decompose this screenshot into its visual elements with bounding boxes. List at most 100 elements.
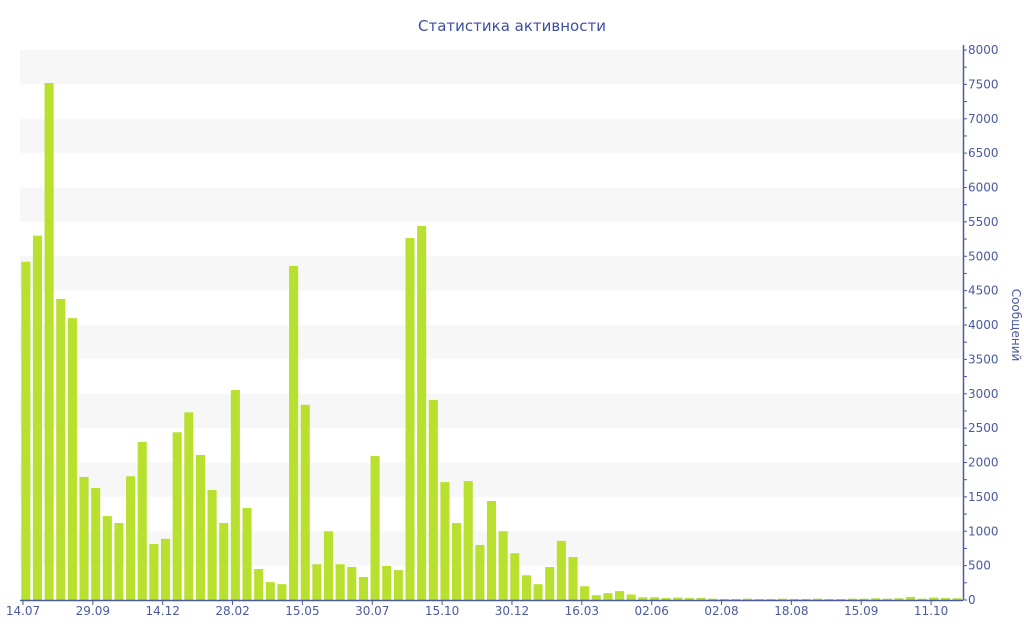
bar: [696, 597, 706, 600]
y-axis-label: Сообщений: [1009, 289, 1023, 362]
bar: [568, 557, 578, 600]
y-tick-label: 5500: [968, 215, 999, 229]
bar: [580, 586, 590, 600]
bar: [44, 83, 54, 600]
bar: [393, 570, 403, 600]
bar: [545, 567, 555, 600]
bar: [347, 567, 357, 600]
bar: [277, 584, 287, 600]
x-tick-label: 14.07: [6, 604, 40, 618]
bar: [789, 598, 799, 600]
bar: [812, 598, 823, 601]
x-tick-label: 14.12: [146, 604, 180, 618]
bar: [475, 545, 485, 600]
x-tick-label: 28.02: [215, 604, 249, 618]
bar: [917, 598, 927, 601]
bar: [941, 597, 951, 600]
bar: [149, 543, 159, 600]
bar: [207, 490, 217, 600]
bar: [649, 597, 660, 600]
x-tick-label: 16.03: [565, 604, 599, 618]
y-tick-label: 2000: [968, 456, 999, 470]
x-tick-label: 02.08: [704, 604, 738, 618]
bar: [894, 598, 904, 600]
x-tick-label: 29.09: [76, 604, 110, 618]
bar: [405, 238, 415, 600]
bar: [126, 476, 136, 600]
bar: [859, 598, 869, 601]
bar: [731, 598, 741, 600]
chart-title: Статистика активности: [418, 17, 606, 35]
bar: [56, 298, 66, 601]
bar: [708, 598, 718, 601]
y-tick-label: 6000: [968, 181, 999, 195]
bar: [521, 575, 531, 600]
bar: [463, 481, 473, 600]
y-axis: 0 500 1000 1500 2000 2500 3000 3500 4000 4500 5000…: [962, 43, 999, 607]
bar: [486, 501, 497, 600]
bar: [323, 531, 334, 600]
grid-bands: [20, 50, 963, 566]
bar: [778, 598, 788, 601]
y-tick-label: 6500: [968, 146, 999, 160]
bar: [801, 598, 811, 600]
y-tick-label: 3500: [968, 352, 999, 366]
x-tick-label: 15.09: [844, 604, 878, 618]
bar: [882, 598, 892, 601]
bar: [21, 261, 31, 600]
bar: [929, 597, 939, 600]
bar: [358, 576, 368, 600]
bar: [195, 454, 205, 600]
bar: [626, 594, 636, 600]
y-tick-label: 4000: [968, 318, 999, 332]
bar: [952, 598, 962, 600]
grid-band: [20, 187, 963, 222]
bar: [684, 597, 694, 600]
bar: [510, 553, 520, 600]
y-tick-label: 4500: [968, 284, 999, 298]
y-tick-label: 8000: [968, 43, 999, 57]
bar: [428, 399, 438, 600]
bar: [824, 598, 834, 600]
x-tick-label: 30.12: [495, 604, 529, 618]
y-tick-label: 0: [968, 593, 976, 607]
bar: [591, 595, 601, 600]
x-tick-label: 18.08: [774, 604, 808, 618]
bar: [114, 523, 124, 600]
bar: [219, 523, 229, 600]
bar: [102, 516, 112, 601]
grid-band: [20, 256, 963, 291]
grid-band: [20, 118, 963, 154]
bar: [452, 523, 462, 600]
y-tick-label: 1000: [968, 524, 999, 538]
bar: [172, 432, 182, 600]
grid-band: [20, 325, 963, 360]
bar: [91, 487, 101, 600]
bar: [603, 593, 613, 601]
bar: [906, 596, 916, 600]
bar: [556, 540, 566, 601]
bar: [533, 584, 543, 600]
bars: [21, 83, 962, 601]
bar: [440, 482, 450, 600]
bar: [184, 412, 194, 600]
y-tick-label: 5000: [968, 249, 999, 263]
x-tick-label: 15.10: [425, 604, 459, 618]
bar: [615, 591, 625, 600]
bar: [417, 226, 427, 600]
bar: [382, 565, 392, 600]
bar: [719, 598, 729, 600]
y-tick-label: 2500: [968, 421, 999, 435]
bar: [137, 441, 147, 601]
bar: [638, 597, 648, 600]
bar: [32, 235, 42, 601]
grid-band: [20, 462, 963, 497]
x-tick-label: 30.07: [355, 604, 389, 618]
bar: [67, 318, 77, 601]
grid-band: [20, 393, 963, 429]
bar: [743, 598, 753, 601]
grid-band: [20, 50, 963, 85]
bar: [160, 538, 171, 600]
y-tick-label: 500: [968, 559, 991, 573]
